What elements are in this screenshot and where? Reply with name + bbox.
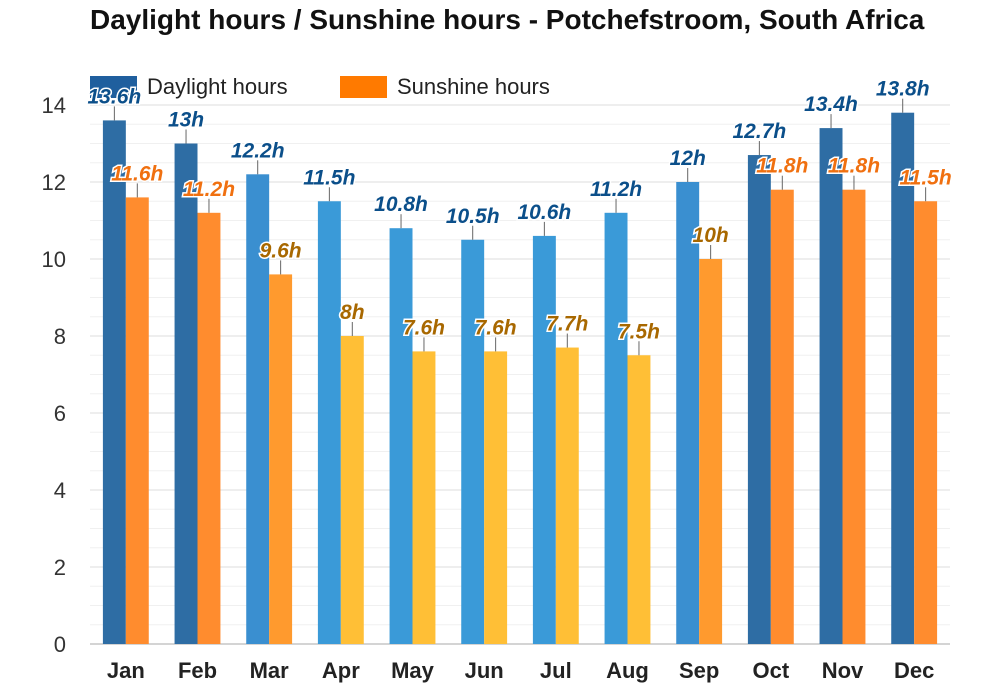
- daylight-data-label: 12h: [670, 147, 706, 170]
- daylight-bar: [747, 155, 771, 645]
- sunshine-bar: [627, 355, 651, 644]
- legend-label-daylight: Daylight hours: [147, 74, 288, 99]
- sunshine-bar: [412, 351, 436, 644]
- x-tick-label: Sep: [679, 658, 719, 683]
- x-tick-label: Feb: [178, 658, 217, 683]
- sunshine-bar: [269, 274, 293, 644]
- x-tick-label: Apr: [322, 658, 360, 683]
- daylight-bar: [389, 228, 413, 644]
- sunshine-bar: [197, 212, 221, 645]
- sunshine-data-label: 7.6h: [475, 316, 517, 339]
- x-tick-label: Mar: [250, 658, 290, 683]
- daylight-bar: [676, 182, 700, 644]
- y-tick-label: 12: [42, 170, 66, 195]
- daylight-data-label: 10.5h: [446, 205, 500, 228]
- daylight-data-label: 13.8h: [876, 78, 930, 101]
- daylight-bar: [317, 201, 341, 644]
- sunshine-data-label: 8h: [340, 301, 365, 324]
- sunshine-data-label: 11.8h: [756, 155, 808, 178]
- sunshine-data-label: 11.8h: [828, 155, 880, 178]
- sunshine-data-label: 11.6h: [111, 162, 163, 185]
- daylight-bar: [819, 128, 843, 645]
- x-tick-label: Aug: [606, 658, 649, 683]
- sunshine-bar: [340, 336, 364, 644]
- daylight-data-label: 13h: [168, 109, 204, 132]
- daylight-bar: [891, 112, 915, 644]
- daylight-bar: [532, 235, 556, 644]
- sunshine-data-label: 10h: [693, 224, 729, 247]
- x-tick-label: Nov: [822, 658, 864, 683]
- y-tick-label: 4: [54, 478, 66, 503]
- daylight-data-label: 12.7h: [733, 120, 787, 143]
- sunshine-bar: [914, 201, 938, 644]
- daylight-bar: [246, 174, 270, 645]
- sunshine-data-label: 11.5h: [900, 166, 952, 189]
- y-tick-label: 8: [54, 324, 66, 349]
- sunshine-bar: [555, 347, 579, 644]
- y-tick-label: 6: [54, 401, 66, 426]
- daylight-data-label: 10.6h: [518, 201, 572, 224]
- daylight-bar: [461, 239, 485, 644]
- sunshine-data-label: 7.7h: [546, 313, 588, 336]
- sunshine-bar: [484, 351, 508, 644]
- chart-title: Daylight hours / Sunshine hours - Potche…: [90, 4, 925, 35]
- daylight-data-label: 13.4h: [804, 93, 858, 116]
- daylight-data-label: 12.2h: [231, 139, 285, 162]
- daylight-bar: [604, 212, 628, 645]
- y-tick-label: 14: [42, 93, 66, 118]
- sunshine-bar: [699, 259, 723, 644]
- legend-swatch-sunshine: [340, 76, 387, 98]
- sunshine-bar: [842, 189, 866, 644]
- daylight-data-label: 13.6h: [88, 85, 142, 108]
- x-tick-label: Jan: [107, 658, 145, 683]
- y-tick-label: 0: [54, 632, 66, 657]
- sunshine-bar: [125, 197, 149, 644]
- legend-label-sunshine: Sunshine hours: [397, 74, 550, 99]
- daylight-bar: [174, 143, 198, 644]
- daylight-data-label: 11.5h: [303, 166, 355, 189]
- sunshine-data-label: 7.5h: [618, 320, 660, 343]
- legend-swatch-daylight: [90, 76, 137, 98]
- y-tick-label: 10: [42, 247, 66, 272]
- sunshine-data-label: 11.2h: [183, 178, 235, 201]
- sunshine-bar: [770, 189, 794, 644]
- x-tick-label: Jun: [465, 658, 504, 683]
- sunshine-data-label: 9.6h: [260, 239, 302, 262]
- daylight-bar: [102, 120, 126, 644]
- sunshine-data-label: 7.6h: [403, 316, 445, 339]
- x-tick-label: Jul: [540, 658, 572, 683]
- daylight-data-label: 10.8h: [374, 193, 428, 216]
- x-tick-label: May: [391, 658, 435, 683]
- y-tick-label: 2: [54, 555, 66, 580]
- daylight-data-label: 11.2h: [590, 178, 642, 201]
- x-tick-label: Oct: [752, 658, 789, 683]
- x-tick-label: Dec: [894, 658, 934, 683]
